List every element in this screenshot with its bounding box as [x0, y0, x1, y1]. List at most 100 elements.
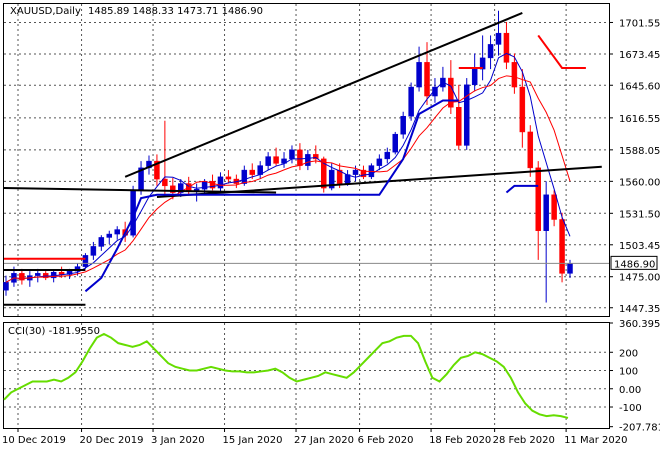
- lower-trendline: [156, 165, 602, 199]
- candle-body: [90, 246, 97, 256]
- chart-overlays: [3, 12, 609, 306]
- candle-body: [273, 156, 279, 164]
- cci-tick-label: 0.00: [619, 385, 641, 396]
- price-grid: [4, 4, 609, 316]
- time-tick-label: 18 Feb 2020: [429, 435, 491, 446]
- current-price-label: 1486.90: [614, 259, 655, 270]
- candle-body: [297, 149, 303, 166]
- candle-body: [384, 151, 391, 160]
- candle-body: [170, 185, 176, 193]
- candle-body: [35, 273, 41, 276]
- candle-body: [495, 32, 502, 45]
- candle-body: [448, 77, 454, 108]
- candle-body: [551, 194, 557, 220]
- candle-body: [511, 62, 518, 88]
- candle-body: [352, 169, 359, 175]
- candle-body: [106, 233, 113, 238]
- time-tick-label: 11 Mar 2020: [564, 435, 627, 446]
- candle-body: [82, 255, 89, 267]
- cci-tick-label: 200: [619, 348, 638, 359]
- current-price-box: [610, 255, 658, 270]
- cci-line-group: [3, 332, 569, 419]
- candle-body: [66, 270, 73, 275]
- candle-body: [265, 156, 271, 166]
- cci-grid: [4, 323, 609, 428]
- cci-axis: 360.3959 200 100 0.00 -100 -207.7812: [609, 319, 660, 434]
- ohlc-label: 1485.89 1488.33 1473.71 1486.90: [88, 6, 263, 17]
- time-tick-label: 10 Dec 2019: [2, 435, 66, 446]
- candle-body: [567, 263, 573, 274]
- cci-tick-label: 360.3959: [619, 319, 660, 330]
- candle-body: [408, 86, 414, 117]
- price-tick-label: 1503.45: [619, 241, 660, 252]
- candle-body: [114, 229, 120, 235]
- ma-slow-line: [5, 75, 571, 283]
- candle-body: [559, 219, 565, 274]
- candle-body: [209, 181, 216, 189]
- candle-body: [162, 178, 168, 187]
- time-axis: 10 Dec 2019 20 Dec 2019 3 Jan 2020 15 Jan 2…: [2, 428, 628, 446]
- time-tick-label: 27 Jan 2020: [294, 435, 354, 446]
- cci-tick-label: 100: [619, 367, 638, 378]
- price-tick-label: 1588.05: [619, 146, 660, 157]
- ma-fast-line: [5, 52, 571, 283]
- time-tick-label: 3 Jan 2020: [151, 435, 205, 446]
- candle-body: [19, 273, 25, 281]
- candle-body: [360, 169, 367, 178]
- candle-body: [503, 32, 510, 63]
- candle-body: [487, 44, 494, 59]
- red-stop-line-2: [537, 34, 586, 69]
- cci-panel: [3, 322, 610, 429]
- price-tick-label: 1701.55: [619, 18, 660, 29]
- candle-body: [543, 194, 549, 231]
- trailing-stop-line: [84, 99, 459, 293]
- candle-body: [336, 169, 343, 184]
- price-tick-label: 1673.45: [619, 50, 660, 61]
- time-tick-label: 6 Feb 2020: [358, 435, 414, 446]
- trailing-stop-line-2: [505, 184, 539, 194]
- symbol-label: XAUUSD,Daily: [10, 6, 81, 17]
- candle-body: [305, 154, 311, 166]
- candle-body: [320, 158, 327, 189]
- candle-body: [392, 133, 398, 153]
- cci-title: CCI(30) -181.9550: [8, 326, 100, 337]
- candle-body: [479, 57, 486, 70]
- price-tick-label: 1475.00: [619, 273, 660, 284]
- candle-body: [217, 176, 224, 189]
- price-tick-label: 1531.50: [619, 209, 660, 220]
- candle-body: [241, 169, 248, 184]
- candle-body: [313, 154, 319, 160]
- candle-body: [74, 266, 81, 272]
- candle-body: [456, 107, 462, 146]
- candle-body: [400, 115, 406, 135]
- candle-body: [328, 169, 335, 189]
- cci-tick-label: -100: [619, 403, 642, 414]
- price-tick-label: 1447.35: [619, 304, 660, 315]
- candle-body: [193, 188, 200, 191]
- candle-body: [519, 86, 526, 133]
- candle-body: [527, 131, 534, 169]
- price-tick-label: 1645.60: [619, 81, 660, 92]
- candle-body: [178, 183, 184, 193]
- price-tick-label: 1560.00: [619, 177, 660, 188]
- candle-body: [471, 68, 478, 86]
- candle-body: [416, 62, 422, 88]
- candle-body: [249, 169, 256, 175]
- candle-body: [98, 237, 105, 247]
- candle-body: [432, 86, 438, 97]
- price-axis: 1701.55 1673.45 1645.60 1616.55 1588.05 1560.…: [609, 18, 660, 315]
- cci-line: [3, 332, 569, 419]
- price-tick-label: 1616.55: [619, 114, 660, 125]
- candle-body: [225, 176, 232, 180]
- cci-tick-label: -207.7812: [619, 423, 660, 434]
- time-tick-label: 15 Jan 2020: [223, 435, 283, 446]
- candle-body: [376, 158, 383, 166]
- candle-body: [289, 149, 295, 160]
- upper-trendline: [124, 12, 523, 178]
- candle-body: [463, 84, 470, 146]
- time-tick-label: 28 Feb 2020: [493, 435, 555, 446]
- candle-body: [154, 160, 160, 180]
- time-tick-label: 20 Dec 2019: [80, 435, 144, 446]
- candle-body: [535, 167, 541, 231]
